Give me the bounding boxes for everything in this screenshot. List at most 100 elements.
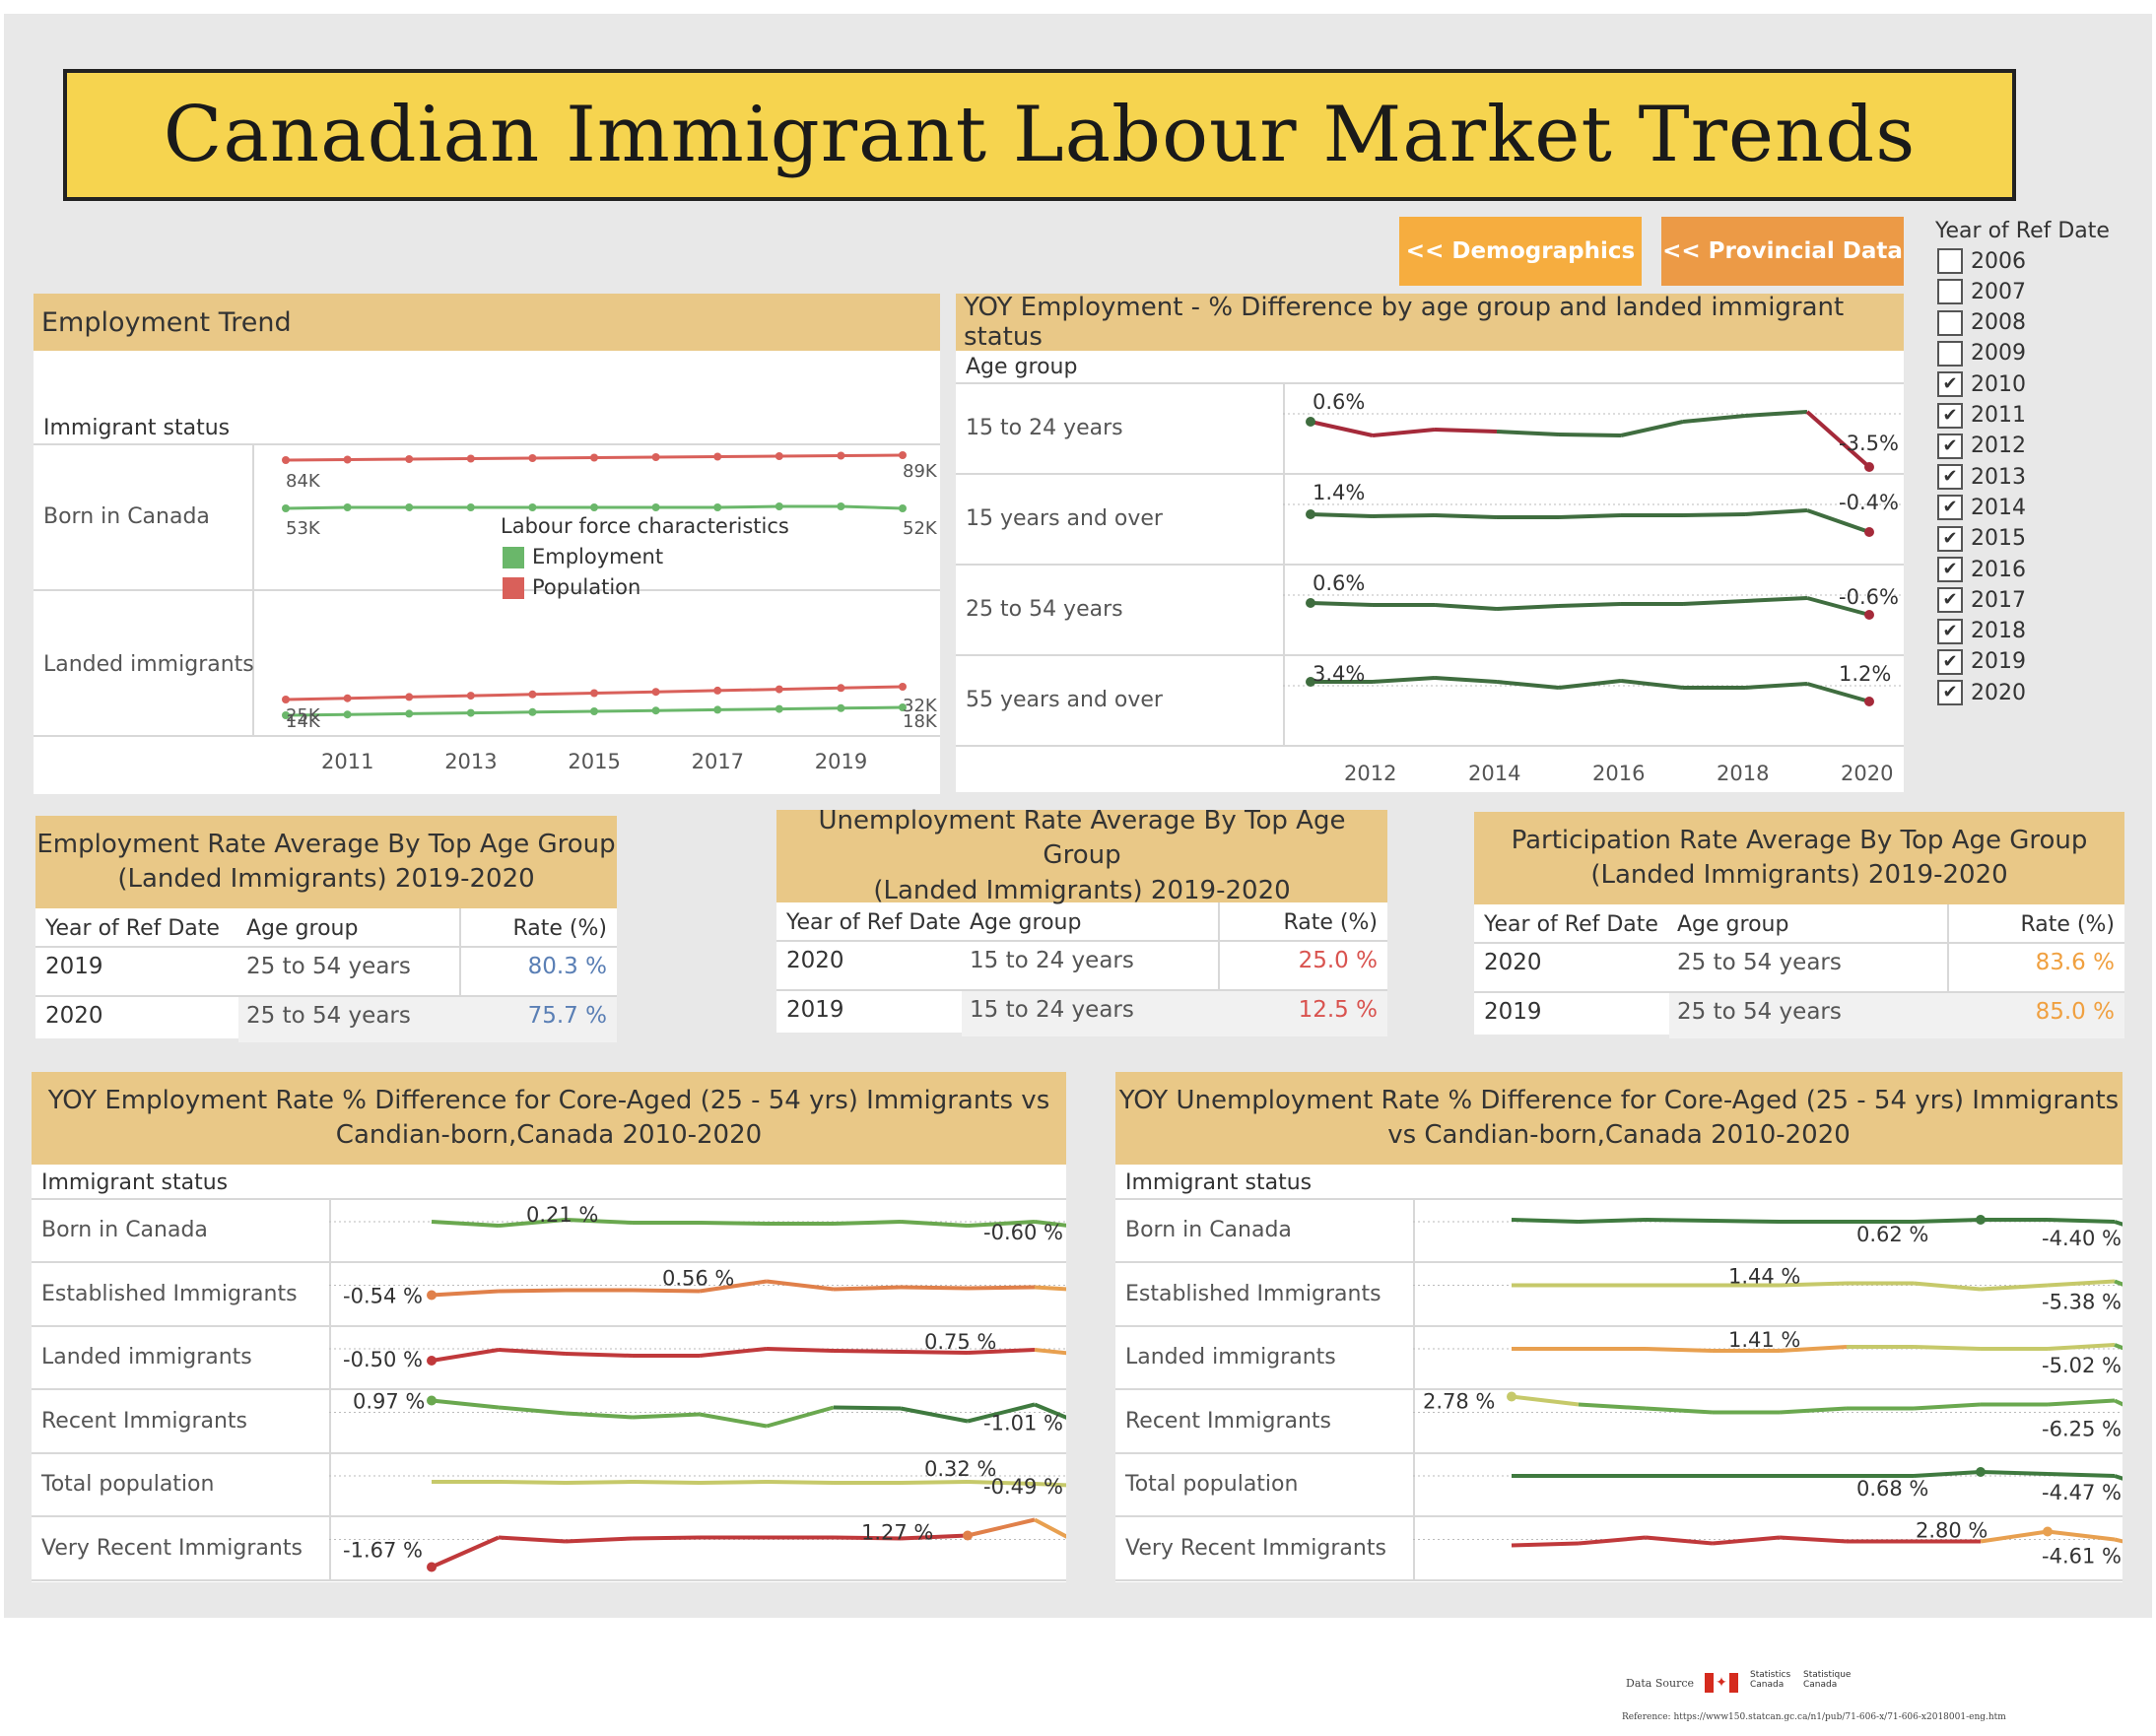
grid-divider [32,1261,1066,1263]
year-filter-label: 2012 [1971,434,2026,459]
trend-point [775,452,783,460]
yoy-unemp-rate-title: YOY Unemployment Rate % Difference for C… [1115,1072,2122,1165]
yoy-rate-segment [900,1406,969,1424]
year-filter-item-2011[interactable]: ✔ 2011 [1937,402,2026,429]
trend-point [466,692,475,701]
trend-point [899,683,907,691]
landed-emp-end-label: 18K [903,711,938,732]
grid-divider [1115,1451,2122,1454]
reference-link[interactable]: Reference: https://www150.statcan.gc.ca/… [1622,1712,2006,1722]
yoy-rate-segment [565,1411,634,1420]
year-filter-item-2013[interactable]: ✔ 2013 [1937,464,2026,491]
yoy-rate-point [427,1356,437,1366]
checkbox-icon[interactable]: ✔ [1937,587,1963,614]
yoy-age-chart: 0.6% -3.5% 1.4% -0.4% 0.6% -0.6% 3.4% 1.… [1283,390,1904,785]
year-filter-item-2007[interactable]: 2007 [1937,279,2026,305]
yoy-rate-point [1976,1215,1986,1225]
checkbox-icon[interactable]: ✔ [1937,525,1963,552]
row-label-landed-immigrants: Landed immigrants [43,652,254,677]
trend-point [343,503,352,511]
year-filter-item-2006[interactable]: 2006 [1937,248,2026,274]
yoy-rate-label-a: -1.67 % [343,1539,423,1563]
table-cell-year: 2019 [1484,999,1542,1025]
dashboard-title: Canadian Immigrant Labour Market Trends [63,69,2016,201]
yoy-rate-segment [431,1535,500,1569]
year-filter-item-2019[interactable]: ✔ 2019 [1937,648,2026,675]
year-filter-item-2017[interactable]: ✔ 2017 [1937,587,2026,614]
yoy-rate-segment [1980,1283,2049,1292]
table-cell-rate: 75.7 % [527,1003,607,1029]
yoy-rate-segment [1034,1220,1066,1228]
x-tick-label: 2018 [1717,762,1769,785]
year-filter-item-2012[interactable]: ✔ 2012 [1937,433,2026,459]
checkbox-icon[interactable] [1937,309,1963,336]
year-filter-item-2015[interactable]: ✔ 2015 [1937,525,2026,552]
demographics-button[interactable]: << Demographics [1399,217,1642,286]
yoy-rate-segment [1034,1285,1066,1292]
year-filter-item-2008[interactable]: 2008 [1937,309,2026,336]
age-55-over-end-label: 1.2% [1839,662,1891,686]
yoy-age-point [1306,677,1315,687]
age-25-54-end-label: -0.6% [1839,585,1899,609]
yoy-rate-label-a: 1.44 % [1728,1265,1800,1289]
checkbox-icon[interactable] [1937,279,1963,305]
yoy-rate-point [1976,1467,1986,1477]
year-filter-item-2010[interactable]: ✔ 2010 [1937,371,2026,398]
trend-point [775,502,783,510]
yoy-rate-segment [565,1536,634,1544]
checkbox-icon[interactable]: ✔ [1937,680,1963,706]
checkbox-icon[interactable]: ✔ [1937,433,1963,459]
grid-divider [32,1198,1066,1200]
trend-point [590,689,598,698]
table-divider [1474,942,2124,944]
legend-label-population: Population [532,575,641,599]
checkbox-icon[interactable]: ✔ [1937,648,1963,675]
year-filter-title: Year of Ref Date [1935,219,2110,243]
yoy-age-point [1306,598,1315,608]
year-filter-item-2009[interactable]: 2009 [1937,340,2026,367]
year-filter-item-2016[interactable]: ✔ 2016 [1937,557,2026,582]
yoy-rate-segment [2047,1398,2116,1407]
trend-point [651,706,660,715]
table-cell-age-group: 15 to 24 years [970,948,1134,973]
table-divider [1947,904,1949,1035]
provincial-data-button[interactable]: << Provincial Data [1661,217,1904,286]
yoy-emp-rate-title: YOY Employment Rate % Difference for Cor… [32,1072,1066,1165]
yoy-age-segment [1434,428,1498,434]
statcan-fr-label: Statistique Canada [1803,1670,1852,1690]
trend-point [713,452,722,461]
checkbox-icon[interactable] [1937,248,1963,274]
employment-trend-chart: 84K 89K 53K 52K 25K 32K 14K 18K 2011 2013… [282,451,938,773]
table-cell-age-group: 25 to 54 years [1677,999,1842,1025]
checkbox-icon[interactable] [1937,340,1963,367]
checkbox-icon[interactable]: ✔ [1937,557,1963,582]
checkbox-icon[interactable]: ✔ [1937,371,1963,398]
yoy-rate-segment [833,1220,902,1226]
yoy-rate-segment [1034,1482,1066,1488]
yoy-rate-segment [699,1279,768,1294]
trend-point [282,696,290,703]
checkbox-icon[interactable]: ✔ [1937,495,1963,521]
x-tick-label: 2015 [568,750,620,773]
table-header: Rate (%) [512,916,607,941]
yoy-rate-label-b: -0.60 % [983,1221,1063,1244]
immigrant-status-header: Immigrant status [43,416,231,440]
grid-row-label: Recent Immigrants [1125,1408,1332,1434]
year-filter-item-2014[interactable]: ✔ 2014 [1937,495,2026,521]
year-filter-label: 2009 [1971,341,2026,367]
yoy-age-panel [956,294,1904,792]
yoy-age-segment [1558,602,1622,608]
year-filter-item-2018[interactable]: ✔ 2018 [1937,618,2026,644]
table-divider [776,940,1387,942]
grid-divider [32,1578,1066,1581]
checkbox-icon[interactable]: ✔ [1937,618,1963,644]
yoy-rate-label-a: 0.21 % [526,1203,598,1227]
age-row-15-over: 15 years and over [966,506,1163,531]
yoy-rate-segment [833,1405,902,1411]
yoy-rate-label-a: 0.97 % [353,1390,425,1414]
yoy-rate-label-a: 0.62 % [1856,1223,1928,1246]
trend-point [651,503,660,511]
checkbox-icon[interactable]: ✔ [1937,464,1963,491]
checkbox-icon[interactable]: ✔ [1937,402,1963,429]
year-filter-item-2020[interactable]: ✔ 2020 [1937,680,2026,706]
